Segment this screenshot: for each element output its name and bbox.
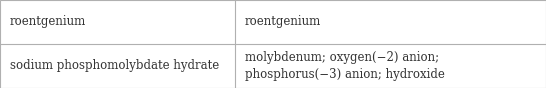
Text: roentgenium: roentgenium (245, 15, 321, 29)
Text: roentgenium: roentgenium (10, 15, 86, 29)
Text: sodium phosphomolybdate hydrate: sodium phosphomolybdate hydrate (10, 59, 219, 73)
Text: molybdenum; oxygen(−2) anion;
phosphorus(−3) anion; hydroxide: molybdenum; oxygen(−2) anion; phosphorus… (245, 51, 445, 81)
